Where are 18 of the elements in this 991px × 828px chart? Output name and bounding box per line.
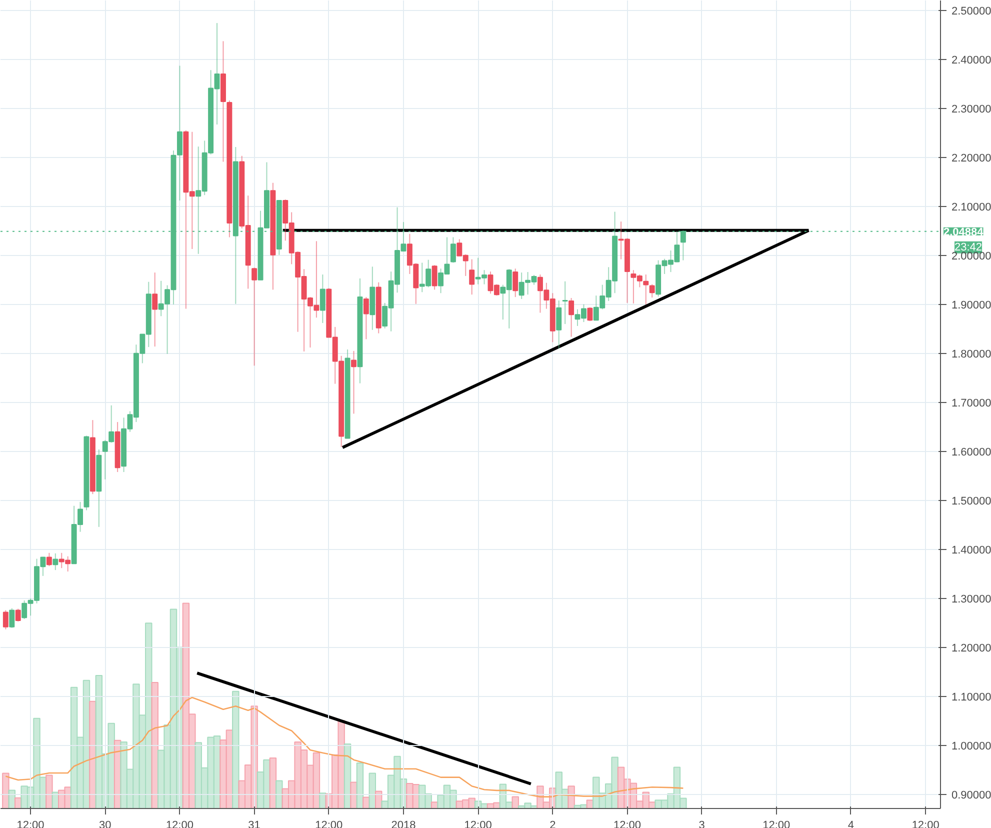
y-tick-label: 2.20000 xyxy=(952,152,991,164)
y-tick-label: 1.00000 xyxy=(952,740,991,753)
y-tick-label: 1.90000 xyxy=(952,299,991,312)
text: 23:42 xyxy=(954,241,982,254)
y-tick-label: 2.10000 xyxy=(952,201,991,214)
y-tick-label: 2.50000 xyxy=(952,5,991,18)
y-tick-label: 1.40000 xyxy=(952,544,991,556)
y-tick-label: 1.80000 xyxy=(952,348,991,360)
y-tick-label: 1.20000 xyxy=(952,642,991,654)
y-tick-label: 2.40000 xyxy=(952,54,991,66)
y-tick-label: 1.60000 xyxy=(952,446,991,458)
ref-line-label: 2.04884 xyxy=(944,226,984,238)
y-tick-label: 2.30000 xyxy=(952,103,991,116)
y-tick-label: 0.90000 xyxy=(952,790,991,802)
y-tick-label: 1.50000 xyxy=(952,495,991,508)
y-tick-label: 1.30000 xyxy=(952,593,991,606)
y-tick-label: 1.70000 xyxy=(952,397,991,410)
y-tick-label: 1.10000 xyxy=(952,692,991,704)
